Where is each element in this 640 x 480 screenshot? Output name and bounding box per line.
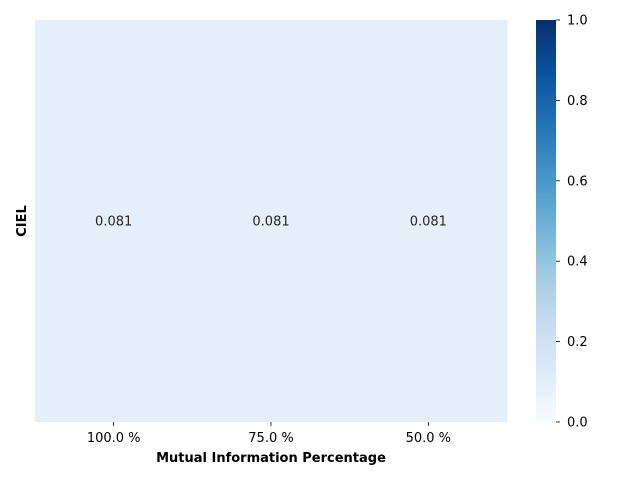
cell-annotations: 0.081 0.081 0.081 (95, 215, 447, 230)
colorbar-tick-label: 1.0 (567, 14, 588, 29)
x-axis-label: Mutual Information Percentage (156, 451, 386, 466)
x-axis-ticks: 100.0 % 75.0 % 50.0 % (87, 422, 451, 446)
colorbar-tick-label: 0.2 (567, 335, 588, 350)
x-tick-label: 75.0 % (248, 431, 293, 446)
heatmap-cell (35, 20, 193, 422)
x-tick-label: 100.0 % (87, 431, 141, 446)
colorbar-tick-label: 0.8 (567, 94, 588, 109)
heatmap-cells (35, 20, 508, 422)
y-axis-label: CIEL (15, 205, 30, 237)
x-tick-label: 50.0 % (406, 431, 451, 446)
colorbar-ticks: 0.0 0.2 0.4 0.6 0.8 1.0 (556, 14, 588, 431)
cell-annotation: 0.081 (252, 215, 289, 230)
colorbar (536, 20, 556, 422)
heatmap-cell (349, 20, 508, 422)
cell-annotation: 0.081 (410, 215, 447, 230)
heatmap-cell (192, 20, 351, 422)
cell-annotation: 0.081 (95, 215, 132, 230)
colorbar-tick-label: 0.6 (567, 174, 588, 189)
colorbar-tick-label: 0.4 (567, 255, 588, 270)
colorbar-tick-label: 0.0 (567, 416, 588, 431)
